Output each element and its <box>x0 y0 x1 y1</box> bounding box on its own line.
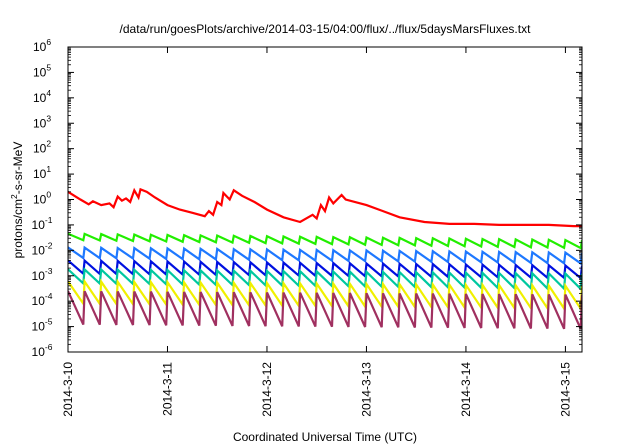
y-tick-label: 100 <box>33 190 51 207</box>
y-tick-exponent: -6 <box>45 342 53 352</box>
y-tick-exponent: -2 <box>45 240 53 250</box>
y-tick-label: 103 <box>33 113 51 130</box>
y-tick-base: 10 <box>32 243 46 257</box>
y-axis-label: protons/cm2-s-sr-MeV <box>9 142 25 259</box>
y-tick-exponent: -3 <box>45 266 53 276</box>
y-tick-base: 10 <box>32 218 46 232</box>
y-axis-label-prefix: protons/cm <box>11 199 25 258</box>
y-tick-exponent: 1 <box>46 164 51 174</box>
y-tick-base: 10 <box>33 91 47 105</box>
y-tick-exponent: 2 <box>46 139 51 149</box>
y-tick-base: 10 <box>33 65 47 79</box>
y-tick-base: 10 <box>33 142 47 156</box>
y-tick-exponent: -1 <box>45 215 53 225</box>
y-axis-label-suffix: -s-sr-MeV <box>11 142 25 195</box>
y-tick-label: 105 <box>33 62 51 79</box>
y-axis: 10-610-510-410-310-210-11001011021031041… <box>32 37 582 359</box>
y-tick-base: 10 <box>32 294 46 308</box>
y-tick-base: 10 <box>32 320 46 334</box>
y-tick-label: 10-3 <box>32 266 53 283</box>
x-axis: 2014-3-10 2014-3-11 2014-3-12 2014-3-13 2014… <box>61 47 572 417</box>
y-tick-label: 10-1 <box>32 215 53 232</box>
y-tick-base: 10 <box>33 167 47 181</box>
y-tick-label: 10-5 <box>32 317 53 334</box>
chart-title: /data/run/goesPlots/archive/2014-03-15/0… <box>120 22 532 36</box>
plot-area <box>68 187 582 330</box>
y-tick-exponent: 6 <box>46 37 51 47</box>
y-tick-exponent: 4 <box>46 88 51 98</box>
y-tick-label: 102 <box>33 139 51 156</box>
y-tick-label: 10-2 <box>32 240 53 257</box>
series-line-2 <box>68 232 582 250</box>
series-line-1 <box>68 187 582 228</box>
x-tick-label: 2014-3-14 <box>459 362 473 417</box>
y-tick-label: 10-6 <box>32 342 53 359</box>
y-tick-base: 10 <box>33 193 47 207</box>
x-axis-label: Coordinated Universal Time (UTC) <box>233 430 417 444</box>
y-tick-exponent: 0 <box>46 190 51 200</box>
y-tick-base: 10 <box>32 345 46 359</box>
x-tick-label: 2014-3-13 <box>359 362 373 417</box>
y-tick-label: 106 <box>33 37 51 54</box>
x-tick-label: 2014-3-15 <box>558 362 572 417</box>
x-tick-label: 2014-3-10 <box>61 362 75 417</box>
y-tick-exponent: 3 <box>46 113 51 123</box>
series-line-3 <box>68 245 582 266</box>
y-tick-exponent: 5 <box>46 62 51 72</box>
y-tick-base: 10 <box>33 40 47 54</box>
series-line-4 <box>68 258 582 281</box>
y-tick-base: 10 <box>33 116 47 130</box>
y-axis-label-superscript: 2 <box>9 194 19 199</box>
y-tick-label: 10-4 <box>32 291 53 308</box>
series-line-7 <box>68 290 582 330</box>
y-tick-label: 101 <box>33 164 51 181</box>
y-tick-exponent: -4 <box>45 291 53 301</box>
series-line-5 <box>68 267 582 292</box>
x-tick-label: 2014-3-11 <box>160 362 174 416</box>
x-tick-label: 2014-3-12 <box>260 362 274 417</box>
y-tick-label: 104 <box>33 88 51 105</box>
y-tick-base: 10 <box>32 269 46 283</box>
y-tick-exponent: -5 <box>45 317 53 327</box>
